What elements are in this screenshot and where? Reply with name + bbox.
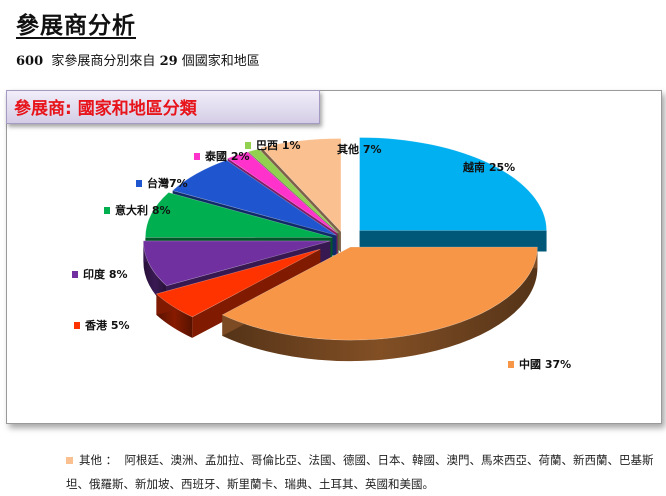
subtitle-text-2: 個國家和地區: [181, 54, 260, 69]
legend-marker-中國: [508, 361, 514, 368]
data-label-越南: 越南 25%: [462, 160, 515, 174]
data-label-印度: 印度 8%: [83, 267, 128, 281]
chart-banner-title: 參展商: 國家和地區分類: [14, 99, 197, 119]
pie-slice-印度: [143, 240, 331, 287]
legend-marker-印度: [72, 271, 78, 278]
legend-marker-巴西: [245, 142, 251, 149]
others-footnote-text: 阿根廷、澳洲、孟加拉、哥倫比亞、法國、德國、日本、韓國、澳門、馬來西亞、荷蘭、新…: [66, 453, 654, 491]
pie-slice-台灣: [172, 159, 337, 236]
others-footnote: 其他 ： 阿根廷、澳洲、孟加拉、哥倫比亞、法國、德國、日本、韓國、澳門、馬來西亞…: [66, 448, 658, 496]
data-label-香港: 香港 5%: [84, 318, 130, 332]
pie-slice-其他: [260, 138, 342, 233]
pie-labels: 越南 25% 中國 37% 香港 5% 印度 8% 意大利 8% 台灣7% 泰國 2% 巴西 …: [72, 139, 571, 371]
others-legend-swatch: [66, 457, 73, 464]
pie-cut-0-1: [359, 230, 547, 252]
pie-slice-泰國: [227, 151, 338, 234]
legend-marker-其他: [326, 146, 332, 153]
data-label-其他: 其他 7%: [337, 142, 382, 156]
legend-marker-意大利: [104, 207, 110, 214]
pie-slice-越南: [359, 137, 547, 231]
subtitle: 600 家參展商分別來自 29 個國家和地區: [16, 50, 260, 69]
pie-slice-意大利: [145, 192, 333, 238]
data-label-中國: 中國 37%: [519, 357, 571, 371]
pie-slice-中國: [221, 246, 538, 341]
data-label-意大利: 意大利 8%: [115, 203, 171, 217]
chart-frame: 越南 25% 中國 37% 香港 5% 印度 8% 意大利 8% 台灣7% 泰國 2% 巴西 …: [6, 90, 662, 424]
chart-banner: 參展商: 國家和地區分類: [6, 90, 320, 124]
pie-chart: 越南 25% 中國 37% 香港 5% 印度 8% 意大利 8% 台灣7% 泰國 2% 巴西 …: [72, 137, 571, 371]
others-footnote-label: 其他 ：: [79, 453, 118, 467]
page-title: 參展商分析: [16, 13, 136, 39]
subtitle-text-1: 家參展商分別來自: [51, 54, 156, 69]
data-label-台灣: 台灣7%: [147, 176, 188, 190]
exhibitor-count: 600: [16, 54, 44, 69]
pie-side-shade-1: [222, 247, 538, 362]
legend-marker-台灣: [136, 180, 142, 187]
legend-marker-泰國: [194, 153, 200, 160]
data-label-巴西: 巴西 1%: [256, 139, 301, 152]
pie-slice-巴西: [247, 148, 339, 234]
pie-side-shade-3: [143, 240, 167, 307]
legend-marker-香港: [74, 322, 80, 329]
pie-slice-香港: [155, 248, 321, 318]
country-count: 29: [159, 54, 178, 69]
legend-marker-越南: [452, 164, 458, 171]
data-label-泰國: 泰國 2%: [204, 149, 250, 163]
pie-tops: [143, 137, 547, 341]
